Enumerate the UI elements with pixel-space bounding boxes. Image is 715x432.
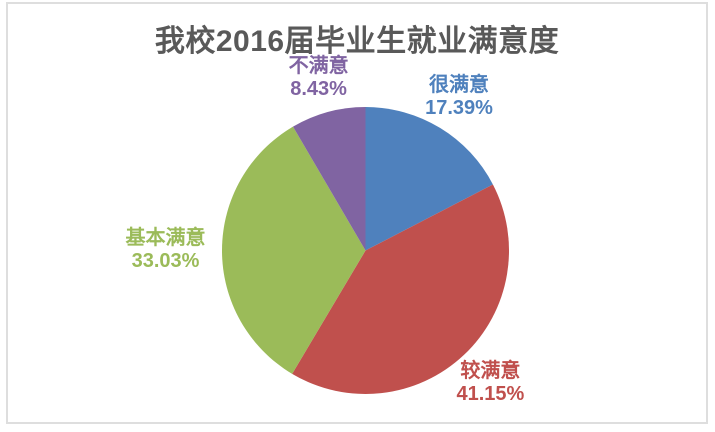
pie-chart xyxy=(221,107,510,395)
pie-slice-很满意 xyxy=(365,107,493,251)
pie-slice-基本满意 xyxy=(221,126,366,374)
chart-title: 我校2016届毕业生就业满意度 xyxy=(154,25,560,58)
chart-frame: 我校2016届毕业生就业满意度 很满意 17.39% 较满意 41.15% 基本满意 33… xyxy=(6,2,708,424)
pie-slice-不满意 xyxy=(293,107,366,251)
pie-slice-较满意 xyxy=(292,184,510,395)
